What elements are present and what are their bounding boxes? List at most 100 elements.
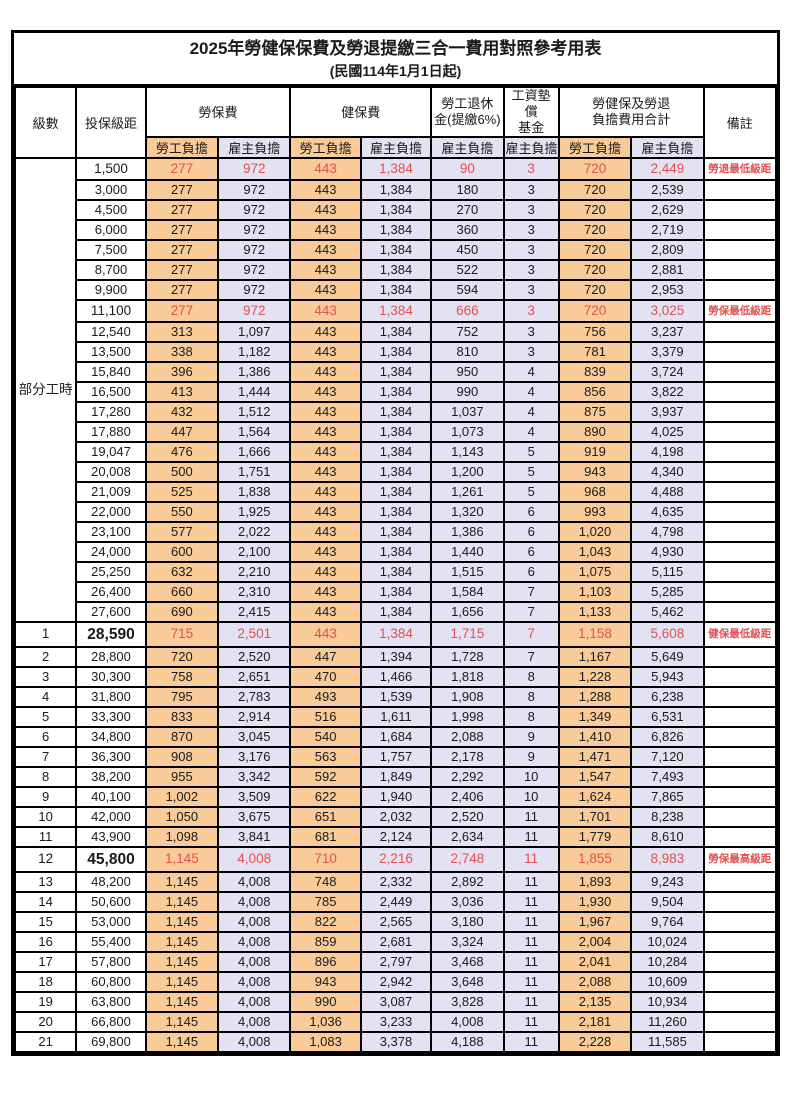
labor-employee-cell: 432 [144,401,220,424]
note-cell [702,481,778,504]
total-employee-cell: 1,547 [557,766,633,789]
labor-employer-cell: 972 [217,239,292,262]
pension-employer-cell: 1,908 [430,686,505,709]
health-employee-cell: 443 [289,501,362,524]
pension-employer-cell: 3,324 [430,931,505,954]
health-employer-cell: 1,384 [359,341,433,364]
total-employee-cell: 2,181 [557,1011,633,1034]
labor-employer-cell: 2,415 [217,601,292,624]
wage-fund-employer-cell: 5 [502,481,560,504]
table-row: 6,000 277 972 443 1,384 360 3 720 2,719 [15,219,778,242]
level-cell: 6 [13,726,78,749]
table-row: 15,840 396 1,386 443 1,384 950 4 839 3,724 [15,361,778,384]
table-row: 25,250 632 2,210 443 1,384 1,515 6 1,075 5,115 [15,561,778,584]
total-employer-cell: 11,260 [630,1011,705,1034]
health-employer-cell: 2,124 [359,826,433,849]
bracket-cell: 15,840 [75,361,147,384]
total-employee-cell: 919 [557,441,633,464]
bracket-cell: 40,100 [75,786,147,809]
bracket-cell: 11,100 [75,299,147,324]
note-cell [702,646,778,669]
pension-employer-cell: 3,648 [430,971,505,994]
total-employer-cell: 6,826 [630,726,705,749]
table-row: 11,100 277 972 443 1,384 666 3 720 3,025 勞保最低級距 [15,299,778,324]
note-cell [702,401,778,424]
total-employee-cell: 1,043 [557,541,633,564]
table-row: 24,000 600 2,100 443 1,384 1,440 6 1,043 4,930 [15,541,778,564]
labor-employee-cell: 908 [144,746,220,769]
labor-employer-cell: 3,841 [217,826,292,849]
pension-employer-cell: 270 [430,199,505,222]
wage-fund-employer-cell: 11 [502,991,560,1014]
bracket-cell: 27,600 [75,601,147,624]
pension-employer-cell: 4,188 [430,1031,505,1054]
labor-employee-cell: 715 [144,621,220,649]
labor-employee-cell: 1,145 [144,1031,220,1054]
pension-employer-cell: 522 [430,259,505,282]
note-cell [702,666,778,689]
labor-employer-cell: 1,751 [217,461,292,484]
labor-employer-cell: 4,008 [217,1011,292,1034]
wage-fund-employer-cell: 9 [502,726,560,749]
wage-fund-employer-cell: 8 [502,686,560,709]
total-employee-cell: 1,020 [557,521,633,544]
health-employer-cell: 1,384 [359,299,433,324]
health-employee-cell: 443 [289,621,362,649]
labor-employee-cell: 476 [144,441,220,464]
labor-employee-cell: 413 [144,381,220,404]
total-employer-cell: 9,764 [630,911,705,934]
labor-employee-cell: 1,050 [144,806,220,829]
wage-fund-employer-cell: 11 [502,826,560,849]
wage-fund-employer-cell: 11 [502,911,560,934]
health-employee-cell: 443 [289,421,362,444]
health-employee-cell: 943 [289,971,362,994]
wage-fund-employer-cell: 7 [502,601,560,624]
labor-employer-cell: 4,008 [217,1031,292,1054]
bracket-cell: 16,500 [75,381,147,404]
labor-employee-cell: 577 [144,521,220,544]
total-employer-cell: 3,237 [630,321,705,344]
health-employer-cell: 2,032 [359,806,433,829]
subheader-health-employer: 雇主負擔 [359,136,433,160]
pension-employer-cell: 3,468 [430,951,505,974]
wage-fund-employer-cell: 10 [502,786,560,809]
pension-employer-cell: 2,178 [430,746,505,769]
health-employer-cell: 1,384 [359,239,433,262]
pension-employer-cell: 1,715 [430,621,505,649]
wage-fund-employer-cell: 3 [502,259,560,282]
bracket-cell: 9,900 [75,279,147,302]
labor-employer-cell: 2,783 [217,686,292,709]
labor-employee-cell: 1,145 [144,971,220,994]
total-employee-cell: 2,088 [557,971,633,994]
table-body: 部分工時 1,500 277 972 443 1,384 90 3 720 2,449 勞退最低級距… [13,157,778,1054]
total-employee-cell: 875 [557,401,633,424]
note-cell [702,806,778,829]
table-row: 23,100 577 2,022 443 1,384 1,386 6 1,020 4,798 [15,521,778,544]
wage-fund-employer-cell: 5 [502,441,560,464]
level-cell: 10 [13,806,78,829]
level-cell: 16 [13,931,78,954]
table-row: 部分工時 1,500 277 972 443 1,384 90 3 720 2,449 勞退最低級距 [13,157,778,624]
labor-employee-cell: 1,145 [144,991,220,1014]
labor-employer-cell: 2,100 [217,541,292,564]
bracket-cell: 20,008 [75,461,147,484]
note-cell [702,461,778,484]
table-row: 7 36,300 908 3,176 563 1,757 2,178 9 1,471 7,120 [13,746,778,769]
labor-employer-cell: 1,838 [217,481,292,504]
total-employer-cell: 2,881 [630,259,705,282]
wage-fund-employer-cell: 7 [502,621,560,649]
health-employer-cell: 1,384 [359,199,433,222]
total-employer-cell: 9,504 [630,891,705,914]
total-employee-cell: 1,103 [557,581,633,604]
total-employer-cell: 4,488 [630,481,705,504]
health-employer-cell: 2,942 [359,971,433,994]
total-employer-cell: 2,629 [630,199,705,222]
bracket-cell: 66,800 [75,1011,147,1034]
labor-employee-cell: 870 [144,726,220,749]
bracket-cell: 60,800 [75,971,147,994]
total-employer-cell: 9,243 [630,871,705,894]
title-block: 2025年勞健保保費及勞退提繳三合一費用對照參考用表 (民國114年1月1日起) [14,33,777,86]
note-cell [702,179,778,202]
subheader-total-employer: 雇主負擔 [630,136,705,160]
pension-employer-cell: 1,320 [430,501,505,524]
